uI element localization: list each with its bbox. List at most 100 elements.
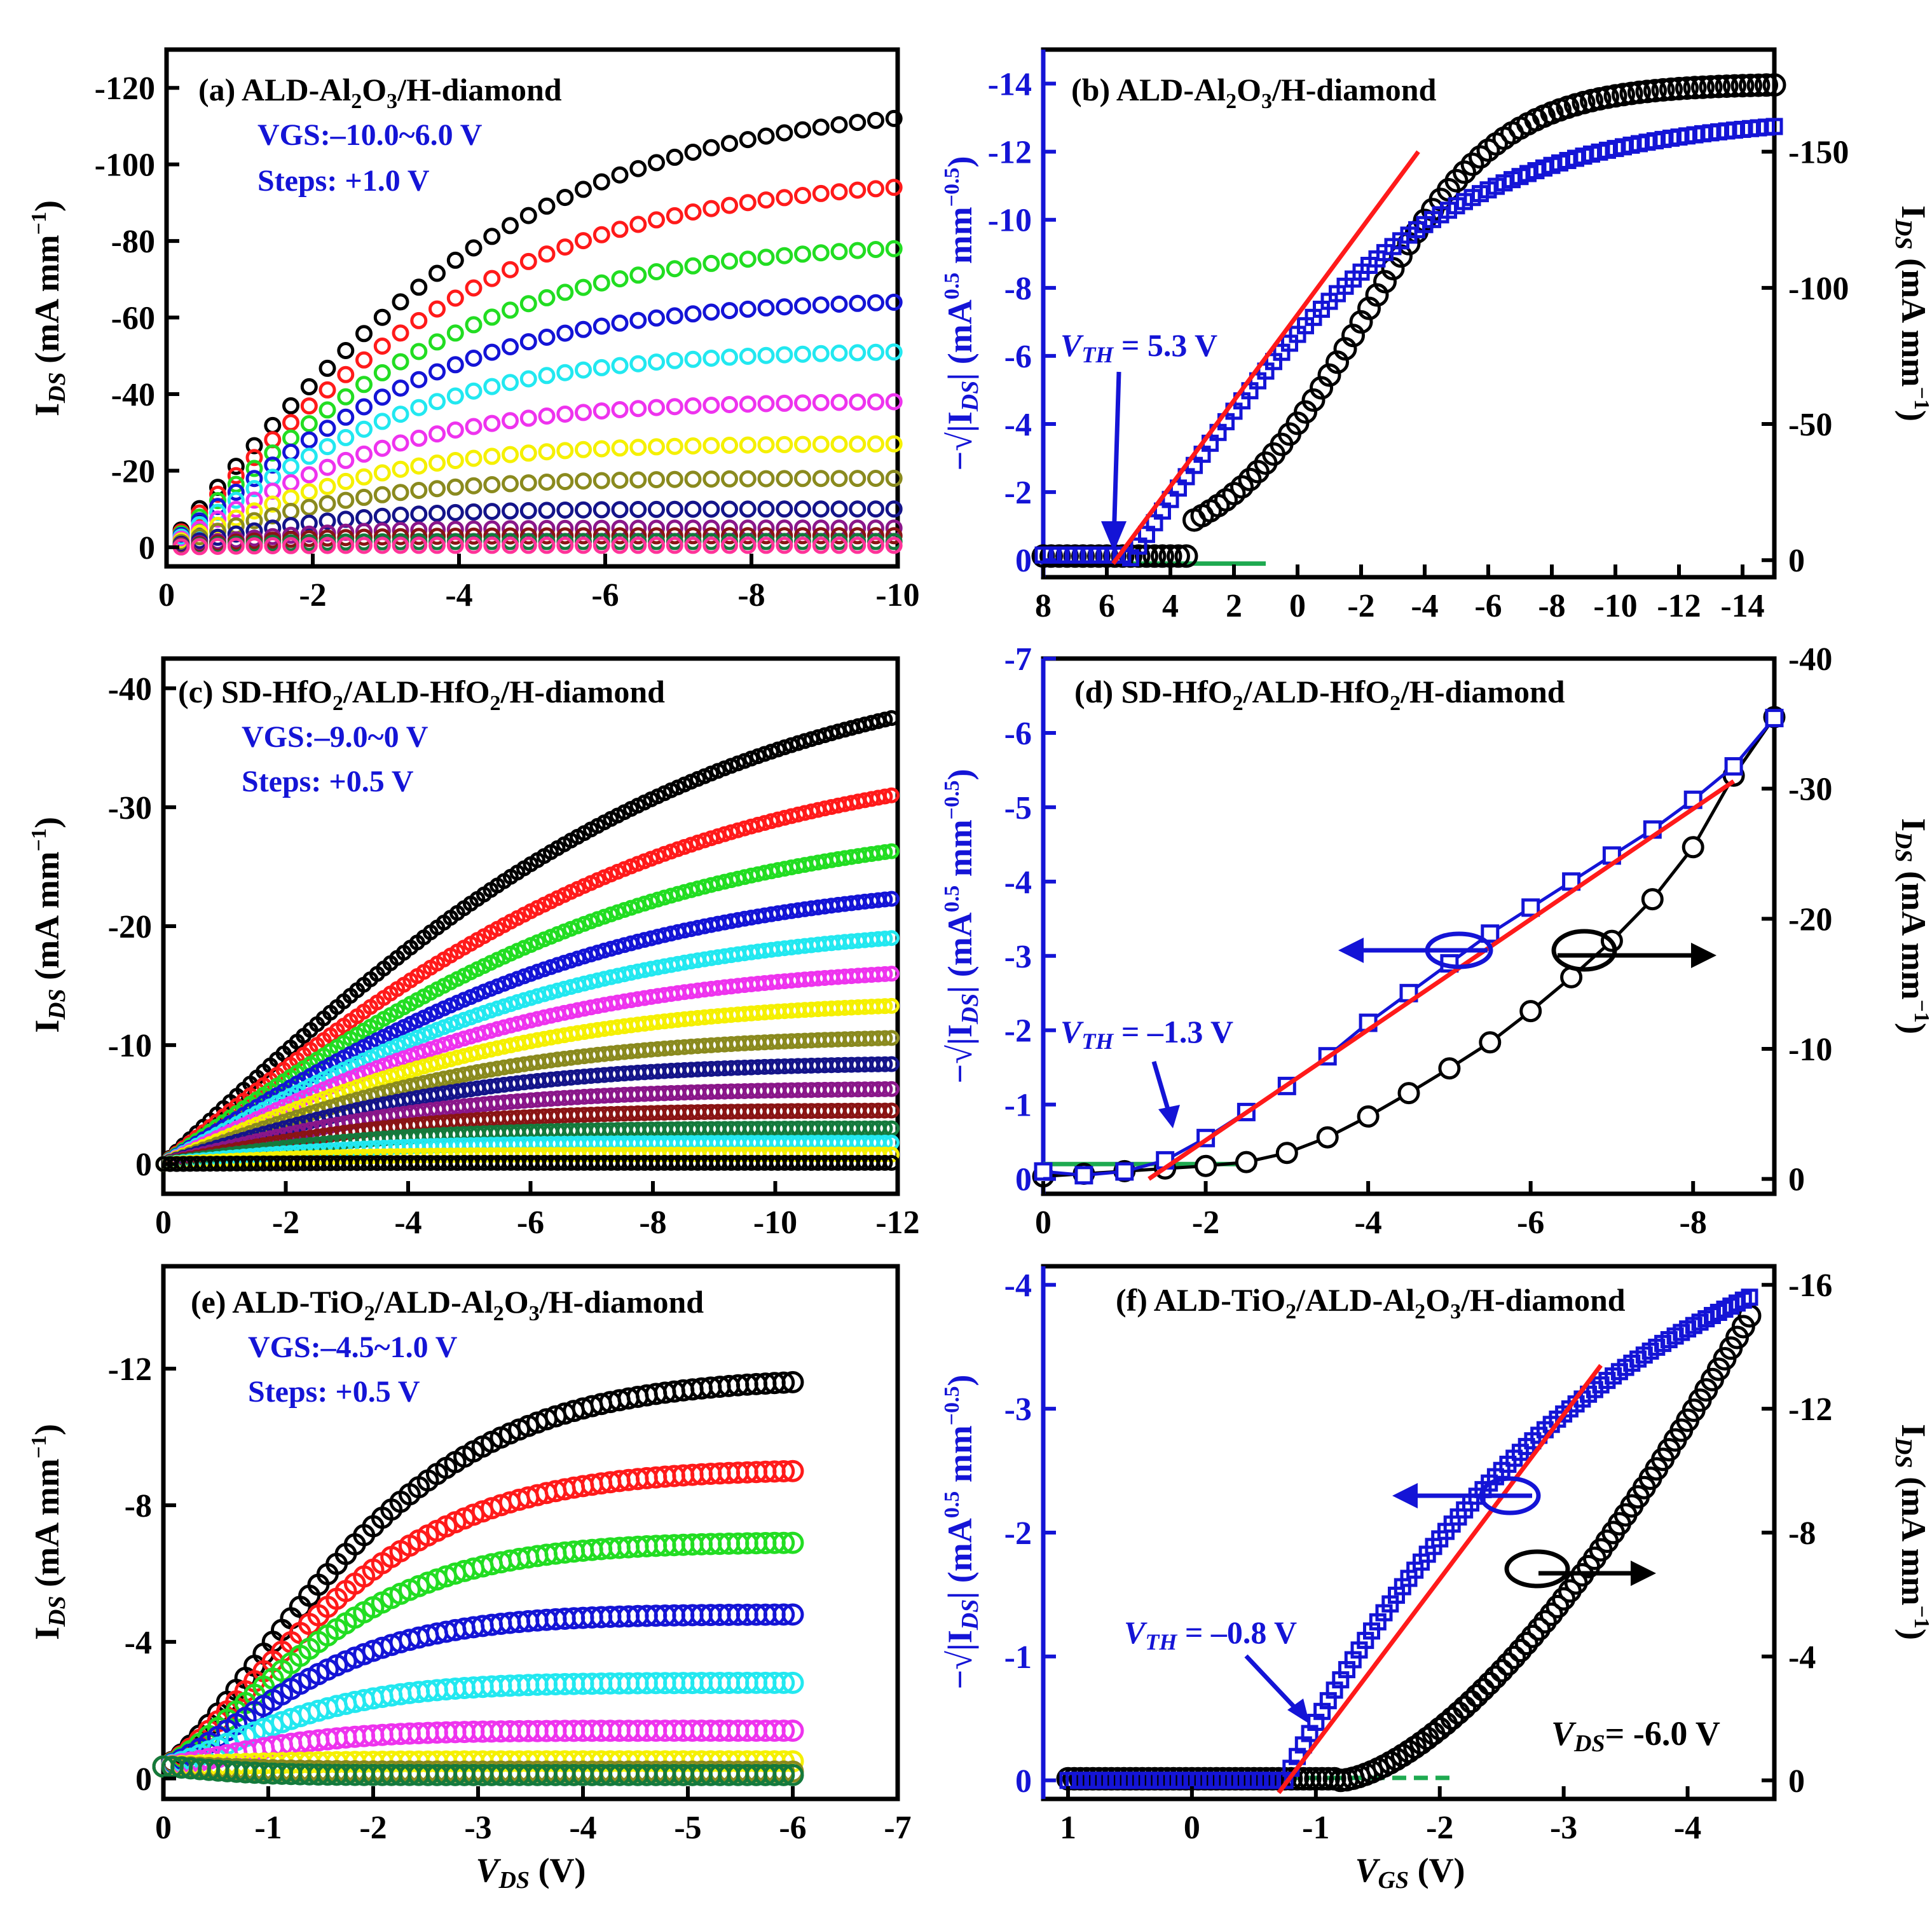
panel-a-series-6-point <box>337 472 355 490</box>
panel-d-vth-arrowhead <box>1158 1105 1180 1128</box>
panel-a-series-2-point <box>502 301 519 319</box>
panel-a-series-3-point <box>319 420 336 437</box>
panel-a-series-12-point <box>337 537 355 554</box>
panel-c-series-4-point <box>883 930 900 947</box>
panel-e-series-3-point <box>772 1603 795 1626</box>
panel-b-ids-point <box>1310 376 1333 400</box>
panel-a-series-4-point <box>282 458 299 475</box>
panel-c-series-6-point <box>382 1068 399 1084</box>
panel-e-xtick-label: -6 <box>779 1810 806 1846</box>
panel-b-ids-point <box>1326 350 1349 374</box>
panel-a-series-2-point <box>556 284 574 301</box>
panel-c-series-7-point <box>883 1030 900 1046</box>
panel-b-ids-point <box>1643 79 1667 103</box>
panel-d-xtick-label: 0 <box>1035 1205 1052 1241</box>
panel-a-series-12-point <box>538 537 556 554</box>
panel-d-axes: 0 -2 -4 -6 -8 0 -1 -2 -3 -4 -5 -6 -7 0 -10 -20 -30 -40 <box>1004 641 1833 1241</box>
panel-a-series-12-point <box>593 537 610 554</box>
panel-a-series-0-point <box>410 278 428 296</box>
panel-c-series-0-point <box>776 739 793 756</box>
panel-a-axes: 0 -2 -4 -6 -8 -100-20-40-60-80-100-120 <box>95 71 920 613</box>
panel-d-xtick-label: -8 <box>1680 1205 1707 1241</box>
panel-a-series-10-point <box>502 527 519 545</box>
panel-c-series-3-point <box>576 948 593 965</box>
panel-a-series-7-point <box>867 470 884 487</box>
panel-a-series-8-point <box>410 505 428 523</box>
panel-b-ids-point <box>1151 544 1174 568</box>
panel-e-series-2-point <box>781 1531 804 1554</box>
panel-d-ytick-right-label: -30 <box>1788 772 1832 808</box>
panel-a-series-0-point <box>776 124 793 142</box>
panel-a-series-6-point <box>209 517 226 534</box>
panel-a-series-2-point <box>885 240 903 257</box>
panel-b-ids-point <box>1167 544 1190 568</box>
panel-a-series-8-point <box>666 500 683 518</box>
panel-d-ids-point <box>1195 1154 1217 1177</box>
panel-a-series-1-point <box>519 252 537 270</box>
panel-d-ytick-label: -3 <box>1004 939 1032 975</box>
panel-a-series-6-point <box>502 446 519 463</box>
panel-a-series-2-point <box>629 266 647 284</box>
panel-a-series-5-point <box>812 393 830 411</box>
panel-a-series-8-point <box>319 512 336 530</box>
panel-b-ids-point <box>1683 76 1707 100</box>
panel-a-series-1-point <box>757 191 775 209</box>
panel-b-ids-point <box>1651 78 1675 102</box>
panel-e-xtick-label: -2 <box>359 1810 387 1846</box>
panel-c-series-14-point <box>883 1154 900 1171</box>
panel-a-series-4-point <box>794 345 811 363</box>
panel-c-xtick-label: 0 <box>155 1205 172 1241</box>
panel-c-series-1-point <box>703 830 720 847</box>
panel-f-vds-label: VDS= -6.0 V <box>1551 1714 1720 1757</box>
panel-a-series-12-point <box>666 537 683 554</box>
panel-a-series-12-point <box>648 537 665 554</box>
panel-c-xtick-label: -10 <box>753 1205 797 1241</box>
panel-f: 1 0 -1 -2 -3 -40-1-2-3-40-4-8-12-16 (f) ALD-T… <box>940 1264 1932 1894</box>
panel-a-series-3-point <box>739 300 757 318</box>
panel-e-series-0-point <box>781 1371 804 1393</box>
panel-a-series-0-point <box>867 111 884 129</box>
panel-a-series-4-point <box>757 346 775 364</box>
panel-a-series-8-point <box>538 502 556 519</box>
panel-a-series-0-point <box>556 189 574 207</box>
panel-a-series-2-point <box>465 316 483 334</box>
panel-a-series-3-point <box>721 302 738 320</box>
panel-a-series-0-point <box>794 121 811 139</box>
panel-a-series-7-point <box>245 512 263 530</box>
panel-d-ytick-label: -7 <box>1004 641 1032 678</box>
panel-a-series-3-point <box>355 398 373 416</box>
panel-d-ids-point <box>1397 1082 1420 1105</box>
panel-d-ytick-right-label: -40 <box>1788 641 1832 678</box>
panel-a-series-3-point <box>392 379 409 397</box>
panel-a-series-7-point <box>830 470 848 488</box>
panel-d-right-arrowhead <box>1691 943 1716 968</box>
panel-c-series-2-point <box>650 891 666 908</box>
panel-f-ids-point <box>1471 1678 1495 1702</box>
panel-e-xtick-label: -4 <box>569 1810 596 1846</box>
panel-a-series-2-point <box>776 247 793 264</box>
panel-a-series-0-point <box>282 397 299 414</box>
panel-b-ids-point <box>1596 85 1619 109</box>
panel-a-series-2-point <box>355 376 373 393</box>
panel-a-series-6-point <box>538 443 556 461</box>
panel-e-ytick-label: -8 <box>125 1488 152 1524</box>
panel-c-series-2-point <box>636 896 653 912</box>
panel-a-series-4-point <box>392 406 409 423</box>
panel-a-series-8-point <box>830 500 848 518</box>
panel-c-series-4-point <box>523 990 539 1006</box>
panel-a-series-5-point <box>465 418 483 435</box>
panel-c-series-3-point <box>877 891 893 908</box>
panel-a-series-3-point <box>519 333 537 351</box>
panel-a-series-12-point <box>227 537 245 555</box>
panel-a-series-2-point <box>245 460 263 477</box>
panel-a-series-2-point <box>593 274 610 292</box>
panel-c-ytick-label: -10 <box>108 1028 152 1064</box>
panel-a-xtick-label: 0 <box>158 577 175 613</box>
panel-f-ytick-right-label: 0 <box>1788 1763 1805 1800</box>
panel-e-xtick-label: -7 <box>884 1810 911 1846</box>
panel-a-series-12-point <box>556 537 574 554</box>
panel-c-series-0-point <box>877 711 893 728</box>
panel-a-series-5-point <box>739 395 757 413</box>
panel-a-series-6-point <box>410 457 428 475</box>
panel-a-series-5-point <box>593 402 610 420</box>
